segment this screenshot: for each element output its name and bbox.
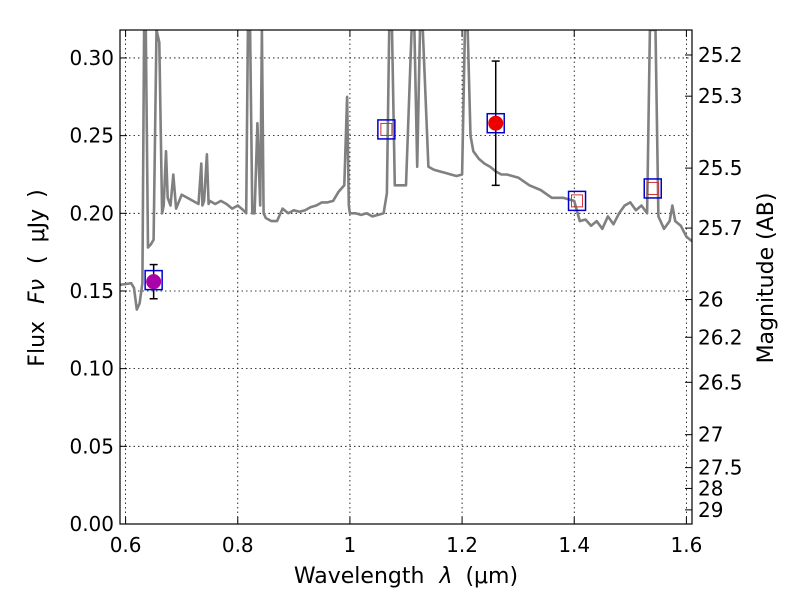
data-layer: [120, 30, 692, 311]
y-tick-label: 0.10: [69, 357, 114, 381]
plot-area: [120, 30, 692, 311]
x-tick-label: 1.2: [446, 533, 478, 557]
x-axis-label-var: λ: [438, 564, 452, 589]
y-tick-label: 0.05: [69, 434, 114, 458]
y-tick-label: 0.20: [69, 201, 114, 225]
grid-layer: [120, 30, 692, 524]
mag-tick-label: 25.7: [698, 216, 743, 240]
photometry-point: [488, 115, 504, 131]
mag-tick-label: 26.5: [698, 370, 743, 394]
tick-layer: 0.6 0.8 1 1.2 1.4 1.6 0.00 0.05 0.10 0.15 0.20 0.25…: [69, 30, 743, 557]
y-tick-label: 0.00: [69, 512, 114, 536]
x-axis-label-units: (μm): [465, 564, 518, 589]
mag-tick-label: 27.5: [698, 456, 743, 480]
mag-tick-label: 26: [698, 288, 723, 312]
model-box-marker: [643, 178, 662, 199]
model-box-marker: [377, 119, 396, 140]
mag-tick-label: 28: [698, 476, 723, 500]
model-inner-box-marker: [571, 194, 584, 208]
model-box-marker: [486, 112, 505, 134]
y-tick-label: 0.25: [69, 124, 114, 148]
y-axis-label-var: Fν: [25, 279, 50, 304]
x-axis-label-prefix: Wavelength: [294, 564, 425, 589]
mag-tick-label: 29: [698, 498, 723, 522]
mag-tick-label: 25.5: [698, 156, 743, 180]
y-axis-label-prefix: Flux: [25, 321, 50, 367]
spectrum-line: [120, 30, 692, 311]
x-axis-label: Wavelength λ (μm): [294, 564, 518, 589]
mag-tick-label: 25.2: [698, 43, 743, 67]
model-inner-box-marker: [380, 122, 393, 136]
y-axis-label: Flux Fν ( μJy ): [25, 189, 50, 366]
y-tick-label: 0.30: [69, 46, 114, 70]
model-box-marker: [144, 269, 163, 291]
x-tick-label: 0.6: [110, 533, 142, 557]
mag-tick-label: 25.3: [698, 84, 743, 108]
y-tick-label: 0.15: [69, 279, 114, 303]
model-box-marker: [567, 190, 587, 212]
mag-tick-label: 27: [698, 423, 723, 447]
x-tick-label: 1: [344, 533, 357, 557]
plot-frame: [119, 29, 693, 525]
photometry-point: [146, 274, 162, 290]
y2-axis-label: Magnitude (AB): [754, 193, 779, 364]
x-tick-label: 0.8: [222, 533, 254, 557]
model-inner-box-marker: [646, 181, 659, 195]
y-axis-label-units: μJy: [25, 209, 50, 243]
x-tick-label: 1.6: [670, 533, 702, 557]
mag-tick-label: 26.2: [698, 325, 743, 349]
x-tick-label: 1.4: [558, 533, 590, 557]
